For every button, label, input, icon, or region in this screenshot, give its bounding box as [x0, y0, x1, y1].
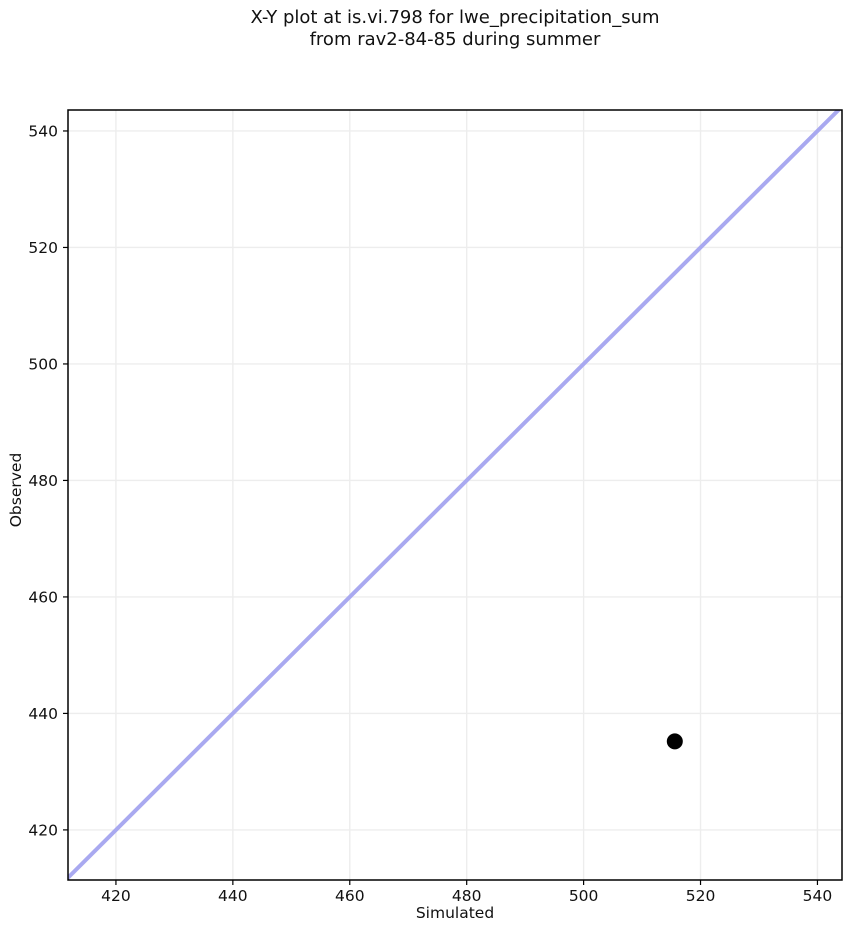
y-tick-label: 440 — [28, 705, 58, 723]
x-tick-label: 480 — [452, 887, 482, 905]
y-tick-label: 500 — [28, 355, 58, 373]
x-tick-label: 460 — [335, 887, 365, 905]
y-tick-label: 520 — [28, 239, 58, 257]
y-tick-label: 460 — [28, 588, 58, 606]
x-tick-label: 520 — [686, 887, 716, 905]
x-tick-label: 420 — [101, 887, 131, 905]
x-tick-label: 440 — [218, 887, 248, 905]
data-point — [666, 733, 683, 750]
x-tick-label: 500 — [569, 887, 599, 905]
x-tick-label: 540 — [803, 887, 833, 905]
y-axis-label: Observed — [7, 452, 25, 528]
chart-title: X-Y plot at is.vi.798 for lwe_precipitat… — [68, 7, 842, 51]
y-tick-label: 540 — [28, 122, 58, 140]
y-tick-label: 480 — [28, 472, 58, 490]
x-axis-label: Simulated — [415, 904, 495, 922]
y-tick-label: 420 — [28, 821, 58, 839]
one-to-one-line — [68, 110, 842, 880]
chart-title-line-2: from rav2-84-85 during summer — [309, 29, 601, 50]
chart-title-line-1: X-Y plot at is.vi.798 for lwe_precipitat… — [250, 7, 660, 28]
plot-border — [67, 109, 843, 881]
